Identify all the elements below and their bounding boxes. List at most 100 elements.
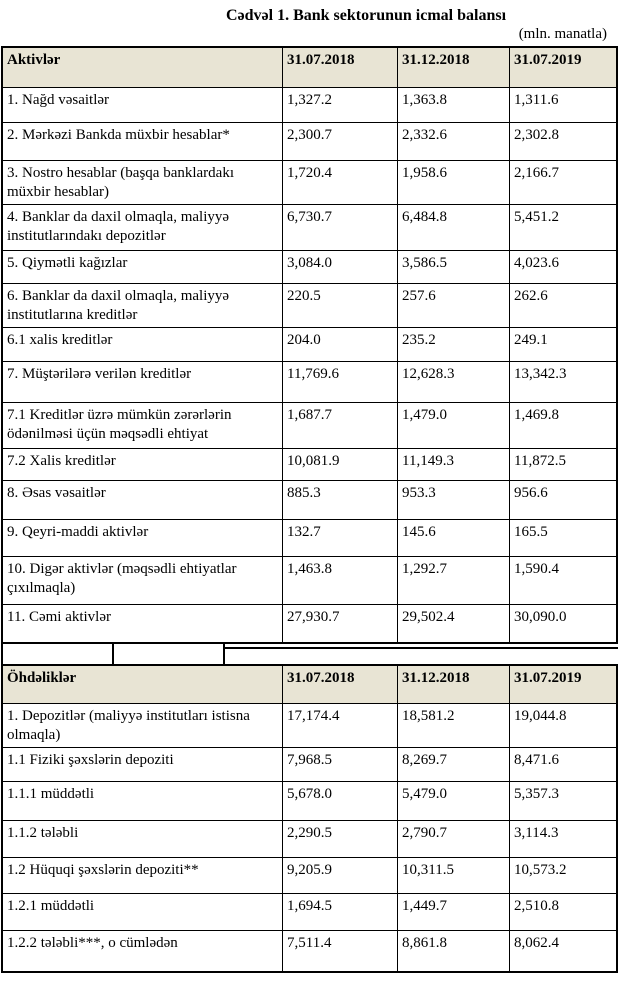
cell-value: 17,174.4 xyxy=(283,704,398,747)
cell-value: 1,463.8 xyxy=(283,557,398,604)
cell-value: 8,269.7 xyxy=(398,748,510,781)
gap-left-border-line xyxy=(1,644,3,664)
row-label: 6. Banklar da daxil olmaqla, maliyyə ins… xyxy=(3,284,283,327)
cell-value: 2,510.8 xyxy=(514,898,559,914)
table-row: 11. Cəmi aktivlər 27,930.7 29,502.4 30,0… xyxy=(3,605,616,642)
table-row: 1.1.1 müddətli 5,678.0 5,479.0 5,357.3 xyxy=(3,782,616,821)
cell-value: 1,363.8 xyxy=(398,88,510,122)
table-row: 1.1.2 tələbli 2,290.5 2,790.7 3,114.3 xyxy=(3,821,616,858)
cell-value: 18,581.2 xyxy=(398,704,510,747)
row-label: 1.2 Hüquqi şəxslərin depoziti** xyxy=(3,858,283,893)
table-row: 6.1 xalis kreditlər 204.0 235.2 249.1 xyxy=(3,328,616,362)
cell-value: 10,573.2 xyxy=(514,862,567,878)
column-header-date-3: 31.07.2019 xyxy=(514,52,582,68)
cell-value: 956.6 xyxy=(514,485,548,501)
cell-value: 7,511.4 xyxy=(283,931,398,971)
cell-value: 10,311.5 xyxy=(398,858,510,893)
cell-value: 2,302.8 xyxy=(514,127,559,143)
table-row: 7.1 Kreditlər üzrə mümkün zərərlərin ödə… xyxy=(3,403,616,449)
cell-value: 2,790.7 xyxy=(398,821,510,857)
cell-value: 1,292.7 xyxy=(398,557,510,604)
row-label: 1.1 Fiziki şəxslərin depoziti xyxy=(3,748,283,781)
cell-value: 885.3 xyxy=(283,481,398,519)
row-label: 11. Cəmi aktivlər xyxy=(3,605,283,642)
liabilities-header-label: Öhdəliklər xyxy=(3,666,283,703)
cell-value: 1,327.2 xyxy=(283,88,398,122)
cell-value: 5,357.3 xyxy=(514,786,559,802)
table-row: 1. Depozitlər (maliyyə institutları isti… xyxy=(3,704,616,748)
cell-value: 1,694.5 xyxy=(283,894,398,930)
table-row: 1.2 Hüquqi şəxslərin depoziti** 9,205.9 … xyxy=(3,858,616,894)
gap-vertical-line-2 xyxy=(223,644,225,664)
cell-value: 5,451.2 xyxy=(514,209,559,225)
cell-value: 953.3 xyxy=(398,481,510,519)
row-label: 6.1 xalis kreditlər xyxy=(3,328,283,361)
row-label: 7. Müştərilərə verilən kreditlər xyxy=(3,362,283,402)
table-row: 7. Müştərilərə verilən kreditlər 11,769.… xyxy=(3,362,616,403)
row-label: 1.2.2 tələbli***, o cümlədən xyxy=(3,931,283,971)
cell-value: 12,628.3 xyxy=(398,362,510,402)
cell-value: 6,484.8 xyxy=(398,205,510,250)
cell-value: 7,968.5 xyxy=(283,748,398,781)
column-header-date-1: 31.07.2018 xyxy=(283,48,398,87)
cell-value: 6,730.7 xyxy=(283,205,398,250)
cell-value: 1,590.4 xyxy=(514,561,559,577)
liabilities-table: Öhdəliklər 31.07.2018 31.12.2018 31.07.2… xyxy=(1,664,618,973)
cell-value: 8,861.8 xyxy=(398,931,510,971)
cell-value: 145.6 xyxy=(398,520,510,556)
row-label: 5. Qiymətli kağızlar xyxy=(3,251,283,283)
table-row: 7.2 Xalis kreditlər 10,081.9 11,149.3 11… xyxy=(3,449,616,481)
cell-value: 1,720.4 xyxy=(283,161,398,204)
row-label: 1.1.2 tələbli xyxy=(3,821,283,857)
unit-note: (mln. manatla) xyxy=(518,26,607,42)
cell-value: 2,166.7 xyxy=(514,165,559,181)
cell-value: 220.5 xyxy=(283,284,398,327)
cell-value: 11,769.6 xyxy=(283,362,398,402)
cell-value: 10,081.9 xyxy=(283,449,398,480)
row-label: 1. Depozitlər (maliyyə institutları isti… xyxy=(3,704,283,747)
cell-value: 11,872.5 xyxy=(514,453,566,469)
row-label: 1.1.1 müddətli xyxy=(3,782,283,820)
cell-value: 2,332.6 xyxy=(398,123,510,160)
cell-value: 4,023.6 xyxy=(514,255,559,271)
gap-vertical-line-1 xyxy=(112,644,114,664)
row-label: 9. Qeyri-maddi aktivlər xyxy=(3,520,283,556)
cell-value: 9,205.9 xyxy=(283,858,398,893)
cell-value: 249.1 xyxy=(514,332,548,348)
cell-value: 8,471.6 xyxy=(514,752,559,768)
cell-value: 1,479.0 xyxy=(398,403,510,448)
table-row: 1. Nağd vəsaitlər 1,327.2 1,363.8 1,311.… xyxy=(3,88,616,123)
table-row: 2. Mərkəzi Bankda müxbir hesablar* 2,300… xyxy=(3,123,616,161)
table-row: 1.1 Fiziki şəxslərin depoziti 7,968.5 8,… xyxy=(3,748,616,782)
table-row: 3. Nostro hesablar (başqa banklardakı mü… xyxy=(3,161,616,205)
assets-table: Aktivlər 31.07.2018 31.12.2018 31.07.201… xyxy=(1,46,618,644)
cell-value: 11,149.3 xyxy=(398,449,510,480)
cell-value: 5,678.0 xyxy=(283,782,398,820)
column-header-date-2: 31.12.2018 xyxy=(398,666,510,703)
table-row: 5. Qiymətli kağızlar 3,084.0 3,586.5 4,0… xyxy=(3,251,616,284)
cell-value: 19,044.8 xyxy=(514,708,567,724)
cell-value: 3,114.3 xyxy=(514,825,559,841)
cell-value: 3,586.5 xyxy=(398,251,510,283)
assets-header-row: Aktivlər 31.07.2018 31.12.2018 31.07.201… xyxy=(3,48,616,88)
cell-value: 1,311.6 xyxy=(514,92,559,108)
liabilities-header-row: Öhdəliklər 31.07.2018 31.12.2018 31.07.2… xyxy=(3,666,616,704)
row-label: 7.1 Kreditlər üzrə mümkün zərərlərin ödə… xyxy=(3,403,283,448)
table-row: 8. Əsas vəsaitlər 885.3 953.3 956.6 xyxy=(3,481,616,520)
table-row: 1.2.2 tələbli***, o cümlədən 7,511.4 8,8… xyxy=(3,931,616,971)
table-row: 10. Digər aktivlər (məqsədli ehtiyatlar … xyxy=(3,557,616,605)
table-row: 4. Banklar da daxil olmaqla, maliyyə ins… xyxy=(3,205,616,251)
cell-value: 30,090.0 xyxy=(514,609,567,625)
cell-value: 29,502.4 xyxy=(398,605,510,642)
cell-value: 2,290.5 xyxy=(283,821,398,857)
column-header-date-2: 31.12.2018 xyxy=(398,48,510,87)
cell-value: 1,687.7 xyxy=(283,403,398,448)
table-row: 1.2.1 müddətli 1,694.5 1,449.7 2,510.8 xyxy=(3,894,616,931)
row-label: 1.2.1 müddətli xyxy=(3,894,283,930)
row-label: 4. Banklar da daxil olmaqla, maliyyə ins… xyxy=(3,205,283,250)
row-label: 7.2 Xalis kreditlər xyxy=(3,449,283,480)
cell-value: 5,479.0 xyxy=(398,782,510,820)
row-label: 2. Mərkəzi Bankda müxbir hesablar* xyxy=(3,123,283,160)
cell-value: 1,958.6 xyxy=(398,161,510,204)
